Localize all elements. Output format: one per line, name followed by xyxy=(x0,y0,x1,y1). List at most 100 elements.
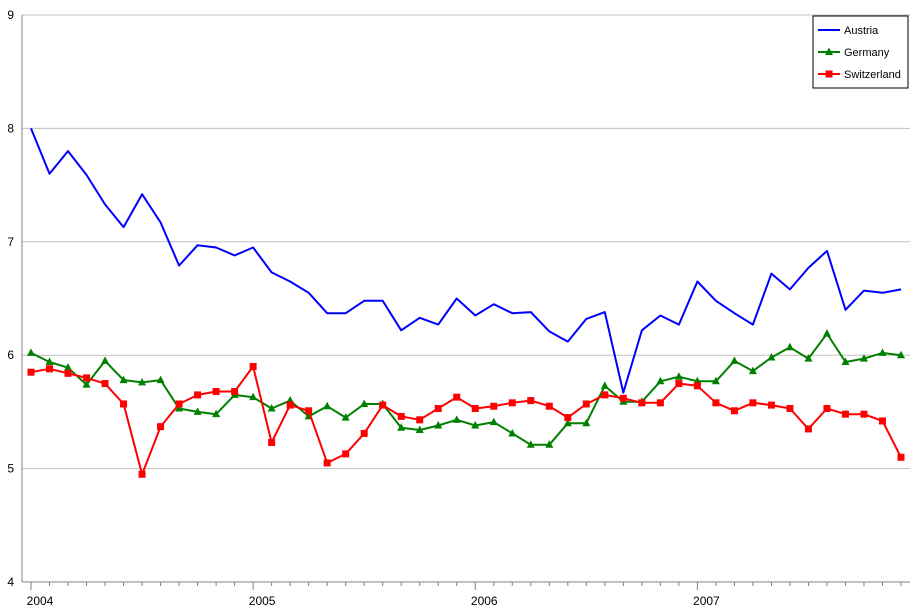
series-austria xyxy=(30,128,902,394)
data-point-square xyxy=(360,429,368,437)
data-point-square xyxy=(878,417,886,425)
data-point-triangle xyxy=(767,352,776,361)
data-point-triangle xyxy=(841,357,850,366)
data-point-square xyxy=(120,400,128,408)
series-layer xyxy=(27,128,905,478)
data-point-square xyxy=(268,439,276,447)
data-point-triangle xyxy=(582,418,591,427)
legend-label: Austria xyxy=(844,25,879,37)
data-point-triangle xyxy=(212,409,221,418)
data-point-triangle xyxy=(119,375,128,384)
data-point-triangle xyxy=(785,342,794,351)
data-point-square xyxy=(323,459,331,467)
legend-item: Austria xyxy=(818,25,879,37)
data-point-triangle xyxy=(600,381,609,389)
data-point-square xyxy=(27,368,35,376)
data-point-triangle xyxy=(545,440,554,448)
data-point-triangle xyxy=(138,377,147,386)
data-point-square xyxy=(693,382,701,390)
data-point-square xyxy=(64,369,72,377)
data-point-triangle xyxy=(748,366,757,375)
data-point-triangle xyxy=(897,350,905,359)
data-point-square xyxy=(342,450,350,458)
series-line xyxy=(30,128,902,394)
x-ticks xyxy=(30,582,902,590)
legend-marker xyxy=(825,70,833,78)
data-point-square xyxy=(453,393,461,401)
data-point-square xyxy=(157,423,165,431)
data-point-square xyxy=(804,425,812,433)
data-point-square xyxy=(138,470,146,478)
data-point-triangle xyxy=(45,357,54,366)
series-switzerland xyxy=(27,363,905,478)
data-point-triangle xyxy=(730,356,739,364)
y-tick-labels: 4 5 6 7 8 9 xyxy=(7,8,14,589)
data-point-triangle xyxy=(360,399,369,407)
data-point-square xyxy=(823,404,831,412)
data-point-triangle xyxy=(397,423,406,431)
data-point-square xyxy=(897,453,905,461)
legend: Austria Germany Switzerland xyxy=(812,15,909,89)
data-point-triangle xyxy=(711,376,720,385)
data-point-square xyxy=(730,407,738,415)
data-point-square xyxy=(841,410,849,418)
data-point-square xyxy=(601,391,609,399)
data-point-square xyxy=(564,414,572,422)
data-point-triangle xyxy=(822,329,831,337)
data-point-square xyxy=(249,363,257,371)
data-point-triangle xyxy=(489,417,498,426)
x-tick-label: 2006 xyxy=(471,594,498,608)
data-point-square xyxy=(397,412,405,420)
y-tick-label: 6 xyxy=(7,348,14,362)
legend-label: Switzerland xyxy=(844,69,901,81)
legend-marker xyxy=(825,47,833,55)
data-point-triangle xyxy=(193,407,202,415)
data-point-square xyxy=(527,397,535,405)
data-point-square xyxy=(656,399,664,407)
data-point-triangle xyxy=(156,375,165,384)
data-point-triangle xyxy=(415,425,424,434)
data-point-square xyxy=(490,402,498,410)
x-tick-labels: 2004 2005 2006 2007 xyxy=(27,594,720,608)
data-point-triangle xyxy=(508,428,517,437)
data-point-triangle xyxy=(434,421,443,429)
data-point-triangle xyxy=(563,418,572,427)
data-point-triangle xyxy=(471,421,480,429)
data-point-triangle xyxy=(64,363,73,371)
data-point-triangle xyxy=(341,413,350,421)
data-point-triangle xyxy=(452,415,461,423)
data-point-triangle xyxy=(859,354,868,362)
data-point-square xyxy=(638,399,646,407)
axes xyxy=(21,15,910,583)
data-point-triangle xyxy=(323,401,332,410)
data-point-square xyxy=(508,399,516,407)
data-point-triangle xyxy=(804,354,813,362)
data-point-square xyxy=(712,399,720,407)
legend-item: Switzerland xyxy=(818,69,901,81)
data-point-square xyxy=(46,365,54,373)
data-point-square xyxy=(582,400,590,408)
data-point-triangle xyxy=(82,380,91,388)
x-tick-label: 2005 xyxy=(249,594,276,608)
data-point-triangle xyxy=(656,376,665,385)
data-point-triangle xyxy=(175,403,184,412)
data-point-square xyxy=(212,387,220,395)
y-tick-label: 9 xyxy=(7,8,14,22)
data-point-square xyxy=(286,401,294,409)
data-point-square xyxy=(749,399,757,407)
legend-items: Austria Germany Switzerland xyxy=(818,25,901,81)
legend-label: Germany xyxy=(844,47,890,59)
data-point-square xyxy=(675,380,683,388)
data-point-triangle xyxy=(674,372,683,380)
data-point-square xyxy=(379,401,387,409)
data-point-square xyxy=(231,387,239,395)
y-tick-label: 8 xyxy=(7,121,14,135)
legend-item: Germany xyxy=(818,47,890,59)
gridlines xyxy=(22,14,910,470)
data-point-square xyxy=(545,402,553,410)
data-point-square xyxy=(416,416,424,424)
series-germany xyxy=(27,329,905,448)
data-point-triangle xyxy=(267,403,276,412)
data-point-square xyxy=(434,404,442,412)
